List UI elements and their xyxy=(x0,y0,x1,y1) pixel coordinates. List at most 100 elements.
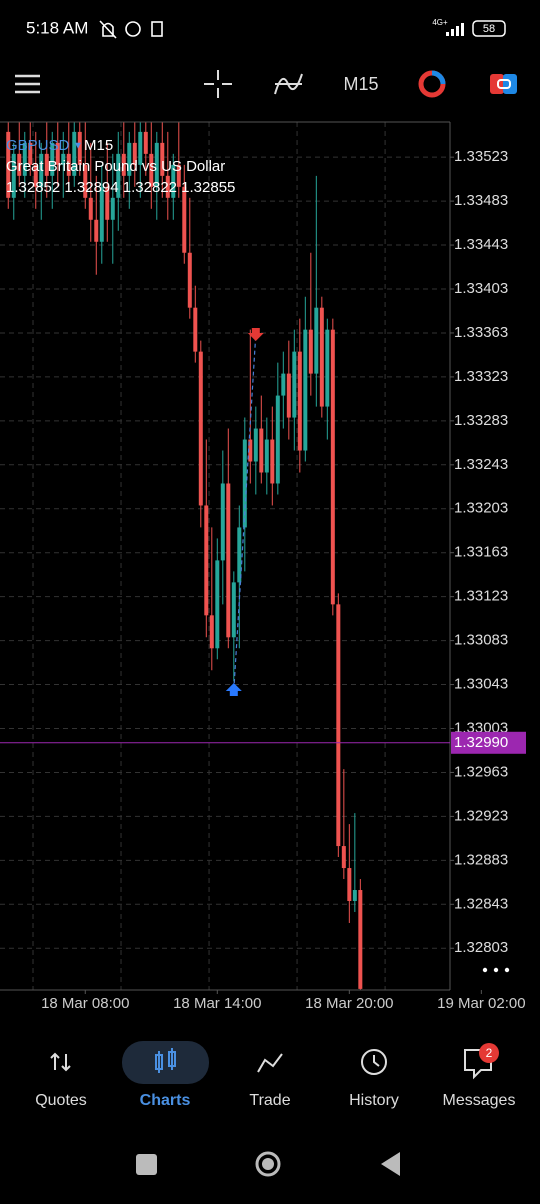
y-tick-label: 1.33403 xyxy=(454,280,508,297)
y-tick-label: 1.33243 xyxy=(454,456,508,473)
tab-history[interactable]: History xyxy=(349,1092,399,1109)
candle-body xyxy=(171,164,176,198)
y-tick-label: 1.32803 xyxy=(454,939,508,956)
candle-body xyxy=(55,142,60,165)
signal-icon xyxy=(446,23,464,36)
nav-recents[interactable] xyxy=(136,1154,157,1175)
candle-body xyxy=(165,175,170,198)
candle-body xyxy=(17,153,22,176)
candle-body xyxy=(88,197,93,220)
candle-body xyxy=(28,142,33,165)
candle-body xyxy=(319,307,324,407)
candle-body xyxy=(160,142,165,176)
tab-messages[interactable]: Messages xyxy=(443,1092,516,1109)
nav-home-dot xyxy=(262,1158,274,1170)
sell-arrow xyxy=(247,328,264,342)
candle-body xyxy=(143,131,148,154)
candle-body xyxy=(231,582,236,638)
axes: 1.33523 1.33483 1.33443 1.33403 1.33363 1.333… xyxy=(0,148,526,1012)
candle-body xyxy=(336,604,341,847)
candle-body xyxy=(116,153,121,198)
candle-body xyxy=(44,153,49,176)
x-tick-label: 18 Mar 14:00 xyxy=(173,995,261,1012)
candle-body xyxy=(182,186,187,253)
candle-body xyxy=(303,329,308,451)
status-icons xyxy=(99,20,163,39)
candle-body xyxy=(264,439,269,473)
messages-badge xyxy=(479,1043,499,1063)
candle-body xyxy=(149,153,154,187)
candle-body xyxy=(94,219,99,242)
candle-body xyxy=(138,131,143,165)
battery xyxy=(472,20,506,37)
candle-body xyxy=(281,373,286,396)
tab-trade[interactable]: Trade xyxy=(249,1092,290,1109)
y-tick-label: 1.33323 xyxy=(454,368,508,385)
y-tick-label: 1.33363 xyxy=(454,324,508,341)
candle-body xyxy=(77,131,82,165)
candle-body xyxy=(237,527,242,583)
crosshair-button[interactable] xyxy=(204,70,232,98)
timeframe-button[interactable]: M15 xyxy=(343,74,378,94)
current-price-box xyxy=(451,731,526,754)
candle-body xyxy=(39,153,44,187)
y-tick-label: 1.32883 xyxy=(454,851,508,868)
candle-body xyxy=(275,395,280,484)
messages-badge-count: 2 xyxy=(486,1046,493,1060)
candle-body xyxy=(105,186,110,220)
tab-charts[interactable]: Charts xyxy=(140,1092,191,1109)
candle-body xyxy=(99,186,104,242)
tab-quotes[interactable]: Quotes xyxy=(35,1092,87,1109)
candles xyxy=(6,122,363,990)
nav-home[interactable] xyxy=(255,1151,281,1177)
x-tick-label: 18 Mar 20:00 xyxy=(305,995,393,1012)
y-tick-label: 1.33283 xyxy=(454,412,508,429)
candle-body xyxy=(132,142,137,165)
y-tick-label: 1.32843 xyxy=(454,895,508,912)
objects-button[interactable] xyxy=(418,70,446,98)
candle-body xyxy=(50,142,55,176)
candle-body xyxy=(209,615,214,649)
candle-body xyxy=(259,428,264,473)
active-tab-pill xyxy=(122,1041,209,1084)
y-tick-label: 1.33043 xyxy=(454,676,508,693)
candle-body xyxy=(270,439,275,484)
candle-body xyxy=(72,131,77,176)
candle-body xyxy=(253,428,258,462)
y-tick-label: 1.33163 xyxy=(454,544,508,561)
grid xyxy=(0,122,450,990)
candle-body xyxy=(33,164,38,187)
current-price-label: 1.32990 xyxy=(454,734,508,751)
more-button[interactable] xyxy=(482,967,510,973)
candle-body xyxy=(83,164,88,198)
candle-body xyxy=(198,351,203,506)
trade-button[interactable] xyxy=(490,74,517,94)
x-tick-label: 18 Mar 08:00 xyxy=(41,995,129,1012)
y-tick-label: 1.33123 xyxy=(454,588,508,605)
menu-button[interactable] xyxy=(15,74,40,94)
candle-body xyxy=(215,560,220,649)
candle-body xyxy=(61,153,66,165)
symbol-dropdown[interactable]: ▼ xyxy=(73,141,83,152)
candle-body xyxy=(308,329,313,374)
y-tick-label: 1.33483 xyxy=(454,192,508,209)
y-tick-label: 1.33523 xyxy=(454,148,508,165)
candle-body xyxy=(193,307,198,352)
candle-body xyxy=(204,505,209,616)
candle-body xyxy=(242,439,247,528)
nav-back[interactable] xyxy=(381,1152,400,1176)
candle-body xyxy=(176,164,181,187)
y-tick-label: 1.33203 xyxy=(454,500,508,517)
chart-ohlc: 1.32852 1.32894 1.32822 1.32855 xyxy=(6,179,235,196)
candle-body xyxy=(187,252,192,308)
battery-level: 58 xyxy=(483,23,495,35)
candle-body xyxy=(110,197,115,220)
candle-body xyxy=(220,483,225,561)
candle-body xyxy=(314,307,319,374)
candle-body xyxy=(352,890,357,902)
indicators-button[interactable] xyxy=(274,73,303,95)
candle-body xyxy=(341,846,346,869)
candle-body xyxy=(330,329,335,605)
status-time: 5:18 AM xyxy=(26,18,88,37)
